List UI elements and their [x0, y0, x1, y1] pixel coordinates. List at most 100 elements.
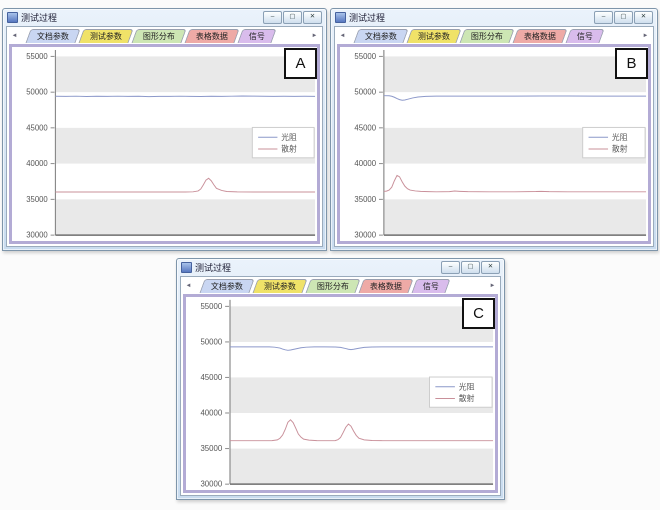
tab-document-params[interactable]: 文档参数	[199, 279, 255, 293]
tab-scroll-left-icon[interactable]: ◄	[339, 33, 346, 39]
maximize-icon[interactable]: ▢	[461, 261, 480, 274]
svg-text:散射: 散射	[459, 393, 475, 403]
minimize-icon[interactable]: –	[441, 261, 460, 274]
chart-panel: 30000 35000 40000 45000 50000 55000 光阻散射 A	[9, 44, 320, 244]
svg-text:45000: 45000	[200, 373, 222, 382]
tab-label: 图形分布	[142, 32, 175, 41]
chart-panel: 30000 35000 40000 45000 50000 55000 光阻散射 B	[337, 44, 651, 244]
svg-text:55000: 55000	[200, 302, 222, 311]
svg-text:50000: 50000	[200, 337, 222, 346]
tab-table-data[interactable]: 表格数据	[512, 29, 568, 43]
svg-text:50000: 50000	[354, 88, 376, 97]
svg-text:50000: 50000	[26, 88, 48, 97]
app-icon	[7, 12, 18, 23]
tab-signal[interactable]: 信号	[565, 29, 605, 43]
minimize-icon[interactable]: –	[263, 11, 282, 24]
tab-scroll-right-icon[interactable]: ►	[642, 33, 649, 39]
window-content: ◄ 文档参数 测试参数 图形分布 表格数据 信号 ► 30000 35000 400…	[180, 276, 501, 496]
window-title: 测试过程	[21, 13, 58, 23]
tab-label: 图形分布	[470, 32, 503, 41]
window-content: ◄ 文档参数 测试参数 图形分布 表格数据 信号 ► 30000 35000 400…	[6, 26, 323, 247]
tab-table-data[interactable]: 表格数据	[184, 29, 240, 43]
window-content: ◄ 文档参数 测试参数 图形分布 表格数据 信号 ► 30000 35000 400…	[334, 26, 654, 247]
tab-strip: 文档参数 测试参数 图形分布 表格数据 信号	[347, 29, 641, 43]
svg-text:30000: 30000	[354, 231, 376, 240]
app-icon	[335, 12, 346, 23]
tab-graph-distribution[interactable]: 图形分布	[459, 29, 515, 43]
tab-document-params[interactable]: 文档参数	[25, 29, 81, 43]
svg-text:55000: 55000	[26, 52, 48, 61]
svg-text:40000: 40000	[354, 159, 376, 168]
titlebar[interactable]: 测试过程 – ▢ ✕	[331, 9, 657, 26]
close-icon[interactable]: ✕	[303, 11, 322, 24]
panel-letter-label: B	[615, 48, 648, 79]
close-icon[interactable]: ✕	[481, 261, 500, 274]
titlebar[interactable]: 测试过程 – ▢ ✕	[3, 9, 326, 26]
tab-test-params[interactable]: 测试参数	[252, 279, 308, 293]
svg-text:35000: 35000	[354, 195, 376, 204]
svg-text:45000: 45000	[26, 123, 48, 132]
tab-label: 信号	[576, 32, 593, 41]
window-b: 测试过程 – ▢ ✕ ◄ 文档参数 测试参数 图形分布 表格数据 信号 ► 30…	[330, 8, 658, 251]
tab-bar: ◄ 文档参数 测试参数 图形分布 表格数据 信号 ►	[7, 27, 322, 43]
titlebar[interactable]: 测试过程 – ▢ ✕	[177, 259, 504, 276]
tab-scroll-left-icon[interactable]: ◄	[185, 283, 192, 289]
svg-text:光阻: 光阻	[612, 132, 628, 142]
tab-label: 表格数据	[369, 282, 402, 291]
tab-label: 信号	[422, 282, 439, 291]
maximize-icon[interactable]: ▢	[614, 11, 633, 24]
tab-graph-distribution[interactable]: 图形分布	[305, 279, 361, 293]
tab-test-params[interactable]: 测试参数	[78, 29, 134, 43]
tab-bar: ◄ 文档参数 测试参数 图形分布 表格数据 信号 ►	[335, 27, 653, 43]
close-icon[interactable]: ✕	[634, 11, 653, 24]
svg-text:散射: 散射	[281, 144, 297, 154]
tab-bar: ◄ 文档参数 测试参数 图形分布 表格数据 信号 ►	[181, 277, 500, 293]
tab-test-params[interactable]: 测试参数	[406, 29, 462, 43]
svg-text:55000: 55000	[354, 52, 376, 61]
svg-text:光阻: 光阻	[459, 382, 475, 392]
panel-letter-label: A	[284, 48, 317, 79]
svg-text:45000: 45000	[354, 123, 376, 132]
window-c: 测试过程 – ▢ ✕ ◄ 文档参数 测试参数 图形分布 表格数据 信号 ► 30…	[176, 258, 505, 500]
maximize-icon[interactable]: ▢	[283, 11, 302, 24]
window-title: 测试过程	[349, 13, 386, 23]
tab-signal[interactable]: 信号	[237, 29, 277, 43]
minimize-icon[interactable]: –	[594, 11, 613, 24]
svg-text:40000: 40000	[26, 159, 48, 168]
tab-label: 图形分布	[316, 282, 349, 291]
window-a: 测试过程 – ▢ ✕ ◄ 文档参数 测试参数 图形分布 表格数据 信号 ► 30…	[2, 8, 327, 251]
tab-table-data[interactable]: 表格数据	[358, 279, 414, 293]
tab-label: 表格数据	[195, 32, 228, 41]
tab-scroll-left-icon[interactable]: ◄	[11, 33, 18, 39]
tab-label: 文档参数	[364, 32, 397, 41]
app-icon	[181, 262, 192, 273]
tab-label: 测试参数	[417, 32, 450, 41]
window-controls: – ▢ ✕	[263, 11, 322, 24]
tab-strip: 文档参数 测试参数 图形分布 表格数据 信号	[19, 29, 310, 43]
tab-scroll-right-icon[interactable]: ►	[311, 33, 318, 39]
svg-text:35000: 35000	[200, 444, 222, 453]
tab-label: 表格数据	[523, 32, 556, 41]
tab-signal[interactable]: 信号	[411, 279, 451, 293]
svg-text:35000: 35000	[26, 195, 48, 204]
svg-text:光阻: 光阻	[281, 132, 297, 142]
window-controls: – ▢ ✕	[441, 261, 500, 274]
tab-label: 文档参数	[210, 282, 243, 291]
svg-text:散射: 散射	[612, 144, 628, 154]
window-controls: – ▢ ✕	[594, 11, 653, 24]
tab-document-params[interactable]: 文档参数	[353, 29, 409, 43]
svg-text:30000: 30000	[26, 231, 48, 240]
tab-graph-distribution[interactable]: 图形分布	[131, 29, 187, 43]
tab-strip: 文档参数 测试参数 图形分布 表格数据 信号	[193, 279, 488, 293]
panel-letter-label: C	[462, 298, 495, 329]
chart-panel: 30000 35000 40000 45000 50000 55000 光阻 散射 C	[183, 294, 498, 493]
tab-label: 文档参数	[36, 32, 69, 41]
tab-label: 信号	[248, 32, 265, 41]
svg-text:30000: 30000	[200, 480, 222, 489]
svg-text:40000: 40000	[200, 409, 222, 418]
tab-scroll-right-icon[interactable]: ►	[489, 283, 496, 289]
tab-label: 测试参数	[263, 282, 296, 291]
